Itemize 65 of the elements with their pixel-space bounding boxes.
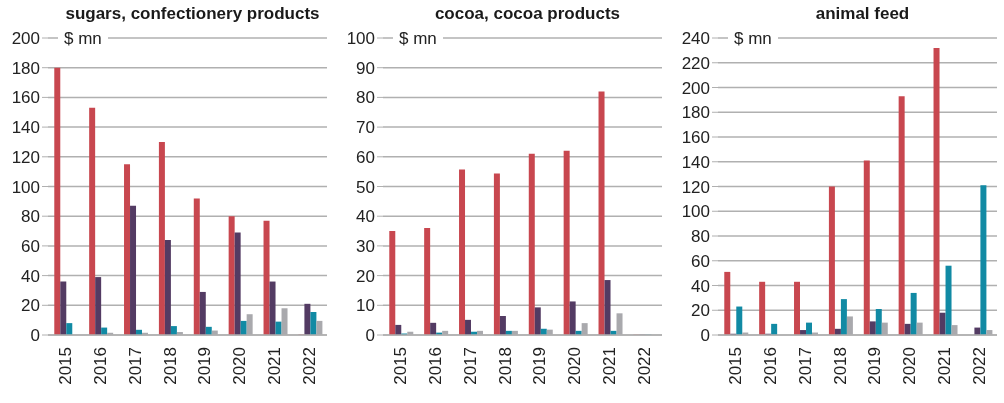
y-tick-label: 100 [681,202,710,222]
y-tick-label: 10 [356,296,375,316]
x-tick-label: 2022 [300,347,320,385]
y-tick-label: 240 [681,29,710,49]
x-tick-label: 2015 [55,347,75,385]
chart-title: cocoa, cocoa products [433,4,622,24]
y-tick-label: 80 [21,207,40,227]
x-tick-label: 2020 [230,347,250,385]
y-tick-label: 50 [356,177,375,197]
x-tick-label: 2015 [725,347,745,385]
x-tick-label: 2018 [160,347,180,385]
y-tick-label: 60 [356,147,375,167]
y-tick-label: 120 [11,147,40,167]
y-tick-label: 20 [21,296,40,316]
y-tick-label: 90 [356,58,375,78]
y-tick-label: 20 [691,301,710,321]
y-tick-label: 80 [691,227,710,247]
y-tick-label: 0 [365,326,375,346]
x-tick-label: 2021 [265,347,285,385]
y-tick-label: 40 [356,207,375,227]
x-tick-label: 2019 [530,347,550,385]
chart-title: sugars, confectionery products [64,4,321,24]
y-tick-label: 200 [11,29,40,49]
x-tick-label: 2017 [795,347,815,385]
y-tick-label: 30 [356,236,375,256]
x-tick-label: 2016 [760,347,780,385]
y-tick-label: 60 [691,251,710,271]
x-tick-label: 2021 [600,347,620,385]
y-axis-title: $ mn [728,29,778,48]
y-tick-label: 140 [11,118,40,138]
y-tick-label: 180 [11,58,40,78]
chart-title: animal feed [814,4,911,24]
y-tick-label: 0 [700,326,710,346]
x-tick-label: 2017 [125,347,145,385]
y-tick-label: 40 [21,266,40,286]
x-tick-label: 2016 [90,347,110,385]
y-tick-label: 100 [346,29,375,49]
x-tick-label: 2021 [935,347,955,385]
y-tick-label: 120 [681,177,710,197]
x-tick-label: 2020 [900,347,920,385]
x-tick-label: 2022 [635,347,655,385]
y-tick-label: 140 [681,152,710,172]
x-tick-label: 2015 [390,347,410,385]
y-tick-label: 70 [356,118,375,138]
y-tick-label: 20 [356,266,375,286]
y-tick-label: 160 [11,88,40,108]
y-tick-label: 0 [30,326,40,346]
y-tick-label: 160 [681,128,710,148]
y-axis-title: $ mn [393,29,443,48]
y-tick-label: 40 [691,276,710,296]
x-tick-label: 2017 [460,347,480,385]
x-tick-label: 2018 [495,347,515,385]
x-tick-label: 2019 [195,347,215,385]
y-tick-label: 100 [11,177,40,197]
x-tick-label: 2019 [865,347,885,385]
y-tick-label: 200 [681,78,710,98]
y-axis-title: $ mn [58,29,108,48]
y-tick-label: 220 [681,53,710,73]
x-tick-label: 2020 [565,347,585,385]
y-tick-label: 80 [356,88,375,108]
y-tick-label: 60 [21,236,40,256]
x-tick-label: 2016 [425,347,445,385]
x-tick-label: 2022 [970,347,990,385]
x-tick-label: 2018 [830,347,850,385]
y-tick-label: 180 [681,103,710,123]
